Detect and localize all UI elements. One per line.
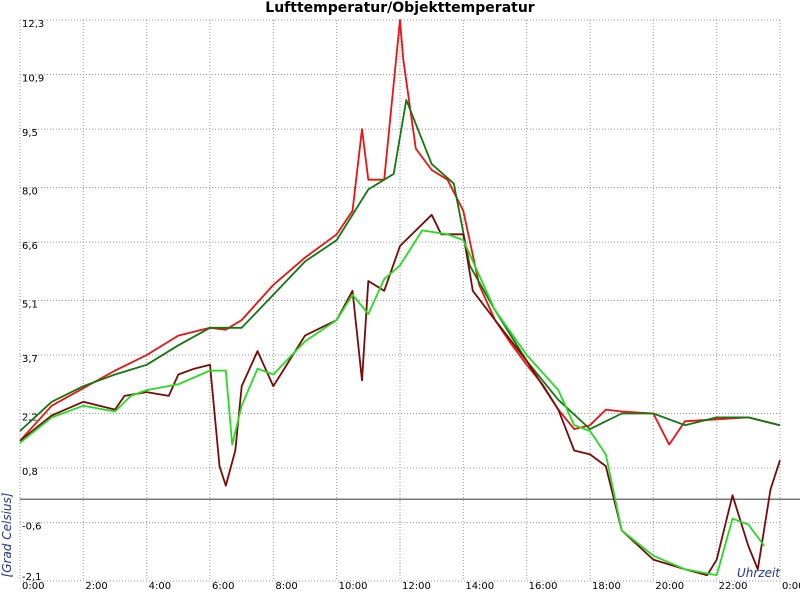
series-line [19,229,765,577]
chart-title: Lufttemperatur/Objekttemperatur [265,0,535,16]
y-tick-label: 5,1 [22,300,38,311]
x-tick-label: 18:00 [592,581,621,592]
y-tick-label: -0,6 [22,522,42,533]
x-tick-label: 20:00 [655,581,684,592]
x-tick-label: 4:00 [149,581,171,592]
y-tick-label: 6,6 [22,241,38,252]
y-tick-label: 2,2 [22,412,38,423]
x-tick-label: 10:00 [339,581,368,592]
x-axis-label: Uhrzeit [737,566,781,580]
x-tick-label: 6:00 [212,581,234,592]
y-tick-label: 12,3 [22,19,44,30]
x-tick-label: 2:00 [85,581,107,592]
x-tick-label: 16:00 [529,581,558,592]
y-tick-label: 3,7 [22,354,38,365]
x-tick-label: 12:00 [402,581,431,592]
y-tick-label: 0,8 [22,467,38,478]
y-tick-label: -2,1 [22,572,42,583]
x-tick-label: 0:00 [782,581,800,592]
series-line [19,99,781,432]
x-tick-label: 22:00 [719,581,748,592]
x-tick-label: 14:00 [465,581,494,592]
x-tick-label: 8:00 [275,581,297,592]
y-axis-label: [Grad Celsius] [0,492,14,577]
y-tick-label: 10,9 [22,74,44,85]
y-tick-label: 8,0 [22,187,38,198]
x-tick-label: 0:00 [22,581,44,592]
y-tick-label: 9,5 [22,128,38,139]
